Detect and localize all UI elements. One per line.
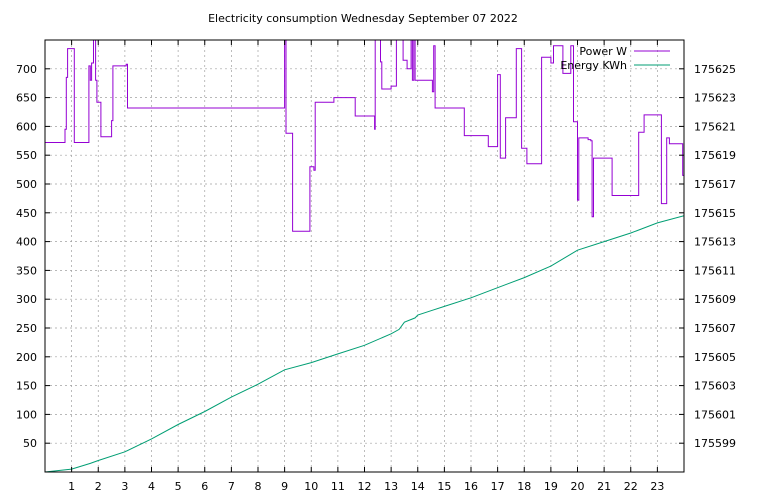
y2-tick-label: 175613	[694, 236, 736, 249]
x-tick-label: 12	[358, 480, 372, 493]
x-tick-label: 18	[517, 480, 531, 493]
series-layer	[45, 40, 684, 472]
x-tick-label: 7	[228, 480, 235, 493]
legend-label: Energy KWh	[560, 59, 627, 72]
grid	[45, 40, 684, 472]
y-tick-label: 100	[16, 408, 37, 421]
x-tick-label: 13	[384, 480, 398, 493]
x-tick-label: 5	[175, 480, 182, 493]
axes: 1 2 3 4 5 6 7 8 9 10 11 12 13 14 15 16 17 18 19 20 21 22 23501…	[16, 39, 736, 493]
x-tick-label: 2	[95, 480, 102, 493]
x-tick-label: 11	[331, 480, 345, 493]
y-tick-label: 600	[16, 120, 37, 133]
x-tick-label: 17	[491, 480, 505, 493]
y-tick-label: 400	[16, 236, 37, 249]
y-tick-label: 450	[16, 207, 37, 220]
x-tick-label: 21	[597, 480, 611, 493]
y2-tick-label: 175609	[694, 293, 736, 306]
y-tick-label: 500	[16, 178, 37, 191]
chart-title: Electricity consumption Wednesday Septem…	[208, 12, 518, 25]
x-tick-label: 1	[68, 480, 75, 493]
y2-tick-label: 175623	[694, 92, 736, 105]
y2-tick-label: 175617	[694, 178, 736, 191]
y-tick-label: 50	[23, 437, 37, 450]
x-tick-label: 22	[624, 480, 638, 493]
x-tick-label: 14	[411, 480, 425, 493]
x-tick-label: 10	[304, 480, 318, 493]
y-tick-label: 550	[16, 149, 37, 162]
y2-tick-label: 175611	[694, 264, 736, 277]
y-tick-label: 700	[16, 63, 37, 76]
y-tick-label: 250	[16, 322, 37, 335]
x-tick-label: 19	[544, 480, 558, 493]
y2-tick-label: 175615	[694, 207, 736, 220]
energy-kwh-line	[45, 215, 684, 472]
x-tick-label: 20	[571, 480, 585, 493]
y2-tick-label: 175605	[694, 351, 736, 364]
y-tick-label: 300	[16, 293, 37, 306]
y-tick-label: 200	[16, 351, 37, 364]
x-tick-label: 8	[255, 480, 262, 493]
power-w-line	[45, 40, 684, 232]
x-tick-label: 16	[464, 480, 478, 493]
y-tick-label: 150	[16, 380, 37, 393]
x-tick-label: 4	[148, 480, 155, 493]
x-tick-label: 15	[437, 480, 451, 493]
x-tick-label: 6	[201, 480, 208, 493]
legend-label: Power W	[579, 45, 627, 58]
x-tick-label: 23	[650, 480, 664, 493]
y2-tick-label: 175607	[694, 322, 736, 335]
y2-tick-label: 175625	[694, 63, 736, 76]
y2-tick-label: 175619	[694, 149, 736, 162]
y2-tick-label: 175621	[694, 120, 736, 133]
x-tick-label: 3	[121, 480, 128, 493]
y2-tick-label: 175599	[694, 437, 736, 450]
y-tick-label: 350	[16, 264, 37, 277]
plot-frame	[44, 39, 685, 473]
y2-tick-label: 175603	[694, 380, 736, 393]
y-tick-label: 650	[16, 92, 37, 105]
x-tick-label: 9	[281, 480, 288, 493]
y2-tick-label: 175601	[694, 408, 736, 421]
